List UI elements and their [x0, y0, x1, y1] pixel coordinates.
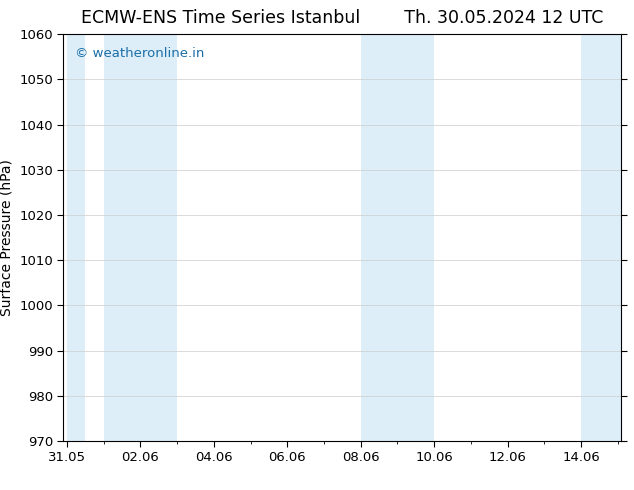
- Title: ECMW-ENS Time Series Istanbul        Th. 30.05.2024 12 UTC: ECMW-ENS Time Series Istanbul Th. 30.05.…: [81, 9, 604, 27]
- Bar: [104, 34, 177, 441]
- Bar: [581, 34, 621, 441]
- Text: © weatheronline.in: © weatheronline.in: [75, 47, 204, 59]
- Y-axis label: Surface Pressure (hPa): Surface Pressure (hPa): [0, 159, 14, 316]
- Bar: [67, 34, 86, 441]
- Bar: [361, 34, 434, 441]
